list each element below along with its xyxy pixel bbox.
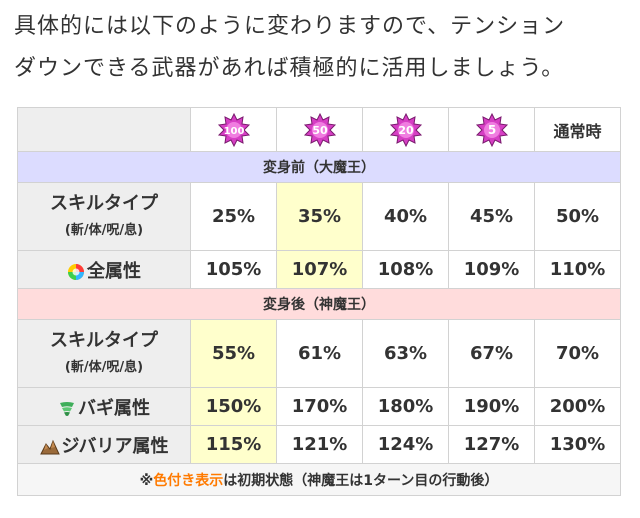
row-label-all-attr: 全属性 [17, 250, 191, 289]
intro-line-2: ダウンできる武器があれば積極的に活用しましょう。 [14, 56, 565, 81]
before-all-attr-row: 全属性 105% 107% 108% 109% 110% [17, 250, 621, 289]
cell-value: 108% [362, 250, 449, 289]
svg-text:50: 50 [312, 124, 328, 137]
cell-value: 67% [448, 319, 535, 388]
cell-value: 127% [448, 425, 535, 464]
cell-value: 61% [276, 319, 363, 388]
cell-value: 200% [534, 387, 621, 426]
row-label-jibaria: ジバリア属性 [17, 425, 191, 464]
tension-burst-icon: 20 [389, 112, 422, 147]
note-prefix: ※ [139, 472, 154, 489]
rock-pile-icon [39, 439, 60, 454]
section-after-row: 変身後（神魔王） [17, 288, 621, 320]
cell-value: 190% [448, 387, 535, 426]
cell-value-highlighted: 115% [190, 425, 277, 464]
after-skill-row: スキルタイプ (斬/体/呪/息) 55% 61% 63% 67% 70% [17, 319, 621, 388]
cell-value: 50% [534, 182, 621, 251]
note-text: は初期状態（神魔王は1ターン目の行動後） [223, 472, 499, 489]
cell-value-highlighted: 35% [276, 182, 363, 251]
before-skill-row: スキルタイプ (斬/体/呪/息) 25% 35% 40% 45% 50% [17, 182, 621, 251]
cell-value: 105% [190, 250, 277, 289]
header-tension-50: 50 [276, 107, 363, 152]
after-jibaria-row: ジバリア属性 115% 121% 124% 127% 130% [17, 425, 621, 464]
header-tension-5: 5 [448, 107, 535, 152]
skill-label-sub: (斬/体/呪/息) [64, 222, 144, 238]
intro-text: 具体的には以下のように変わりますので、テンション ダウンできる武器があれば積極的… [14, 6, 626, 90]
header-tension-20: 20 [362, 107, 449, 152]
row-label-skill: スキルタイプ (斬/体/呪/息) [17, 182, 191, 251]
skill-label-sub: (斬/体/呪/息) [64, 359, 144, 375]
cell-value: 170% [276, 387, 363, 426]
header-tension-100: 100 [190, 107, 277, 152]
intro-line-1: 具体的には以下のように変わりますので、テンション [14, 14, 566, 39]
section-before-row: 変身前（大魔王） [17, 151, 621, 183]
bagi-label: バギ属性 [78, 397, 150, 419]
skill-label-main: スキルタイプ [50, 329, 158, 351]
after-bagi-row: バギ属性 150% 170% 180% 190% 200% [17, 387, 621, 426]
cell-value: 130% [534, 425, 621, 464]
skill-label-main: スキルタイプ [50, 192, 158, 214]
tension-burst-icon: 5 [475, 112, 508, 147]
note-row: ※色付き表示は初期状態（神魔王は1ターン目の行動後） [17, 463, 621, 496]
cell-value: 70% [534, 319, 621, 388]
jibaria-label: ジバリア属性 [61, 435, 169, 457]
svg-text:100: 100 [223, 126, 244, 137]
header-row: 100 50 20 5 通常時 [17, 107, 621, 152]
svg-text:5: 5 [487, 123, 495, 137]
row-label-skill: スキルタイプ (斬/体/呪/息) [17, 319, 191, 388]
note-emphasis: 色付き表示 [153, 472, 224, 489]
row-label-bagi: バギ属性 [17, 387, 191, 426]
cell-value-highlighted: 107% [276, 250, 363, 289]
tension-comparison-table: 100 50 20 5 通常時 変身前（大魔王 [17, 107, 621, 496]
section-after-title: 変身後（神魔王） [17, 288, 621, 320]
table-note: ※色付き表示は初期状態（神魔王は1ターン目の行動後） [17, 463, 621, 496]
cell-value-highlighted: 150% [190, 387, 277, 426]
cell-value: 45% [448, 182, 535, 251]
all-attr-label: 全属性 [87, 260, 141, 282]
header-corner [17, 107, 191, 152]
cell-value: 180% [362, 387, 449, 426]
cell-value: 124% [362, 425, 449, 464]
cell-value: 63% [362, 319, 449, 388]
cell-value-highlighted: 55% [190, 319, 277, 388]
cell-value: 25% [190, 182, 277, 251]
section-before-title: 変身前（大魔王） [17, 151, 621, 183]
cell-value: 109% [448, 250, 535, 289]
cell-value: 110% [534, 250, 621, 289]
header-normal: 通常時 [534, 107, 621, 152]
cell-value: 121% [276, 425, 363, 464]
whirlwind-icon [60, 401, 74, 416]
cell-value: 40% [362, 182, 449, 251]
tension-burst-icon: 100 [217, 112, 250, 147]
tension-burst-icon: 50 [303, 112, 336, 147]
svg-text:20: 20 [398, 124, 414, 137]
rainbow-orb-icon [68, 263, 84, 280]
